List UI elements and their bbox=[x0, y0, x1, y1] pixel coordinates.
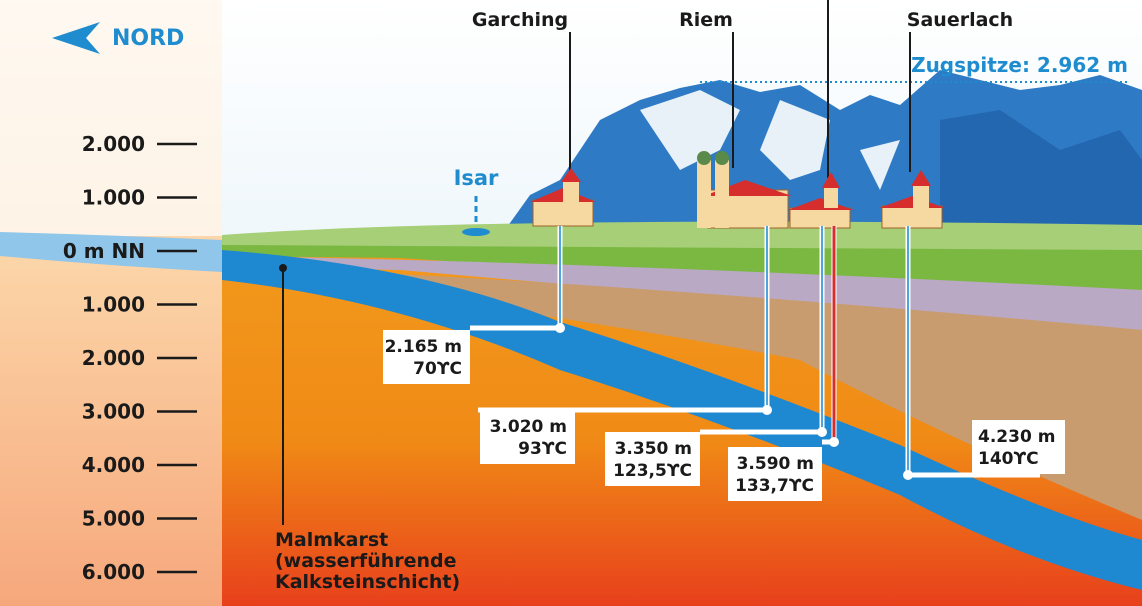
well-temperature: 123,5ϒC bbox=[613, 461, 692, 481]
shape bbox=[222, 250, 1142, 590]
layer-annotation: Malmkarst (wasserführende Kalksteinschic… bbox=[275, 264, 460, 593]
left-panel: NORD bbox=[0, 0, 222, 606]
layer-label: (wasserführende bbox=[275, 550, 457, 572]
town-label: Garching bbox=[472, 9, 568, 31]
scale-label: 1.000 bbox=[82, 293, 145, 317]
zugspitze-label: Zugspitze: 2.962 m bbox=[911, 53, 1128, 77]
scale-label: 4.000 bbox=[82, 453, 145, 477]
depth-scale: 2.000 1.000 0 m NN 1.000 2.000 3.000 4.000 5.00… bbox=[63, 132, 197, 584]
well-depth: 3.350 m bbox=[615, 439, 692, 459]
well-label-box bbox=[383, 330, 470, 384]
well-label-box bbox=[605, 432, 700, 486]
river: Isar bbox=[454, 166, 499, 236]
well-depth: 4.230 m bbox=[978, 427, 1055, 447]
town-labels: Garching Riem Sauerlach bbox=[472, 9, 1013, 31]
shape bbox=[715, 160, 729, 228]
shape bbox=[822, 172, 840, 188]
well-label-box bbox=[480, 410, 575, 464]
mountains bbox=[505, 70, 1142, 232]
compass-arrow bbox=[52, 22, 100, 54]
shape bbox=[697, 160, 711, 228]
shape bbox=[911, 170, 931, 186]
shape bbox=[555, 323, 913, 480]
shape bbox=[559, 226, 909, 475]
shape bbox=[279, 264, 287, 272]
town-label: Riem bbox=[679, 9, 733, 31]
shape bbox=[913, 184, 929, 208]
well-label-box bbox=[972, 420, 1065, 474]
well-label-box bbox=[728, 447, 822, 501]
shape bbox=[817, 427, 827, 437]
well-temperature: 93ϒC bbox=[518, 439, 567, 459]
scale-label: 1.000 bbox=[82, 186, 145, 210]
shape bbox=[222, 266, 1142, 520]
shape bbox=[561, 168, 581, 182]
layer-label: Kalksteinschicht) bbox=[275, 571, 460, 593]
buildings bbox=[530, 151, 945, 229]
well-depth: 3.020 m bbox=[490, 417, 567, 437]
shape bbox=[903, 470, 913, 480]
shape bbox=[222, 245, 1142, 290]
scale-label: 5.000 bbox=[82, 507, 145, 531]
shape bbox=[532, 199, 594, 227]
shape bbox=[881, 205, 943, 229]
well-temperature: 70ϒC bbox=[413, 359, 462, 379]
shape bbox=[697, 151, 711, 165]
scale-label: 2.000 bbox=[82, 346, 145, 370]
shape bbox=[555, 323, 565, 333]
leader-lines bbox=[569, 0, 911, 178]
shape bbox=[789, 207, 851, 229]
compass-label: NORD bbox=[112, 26, 184, 51]
shape bbox=[0, 232, 222, 272]
shape bbox=[715, 151, 729, 165]
shape bbox=[762, 405, 772, 415]
river-label: Isar bbox=[454, 166, 499, 190]
shape bbox=[940, 110, 1142, 232]
well-temperature: 140ϒC bbox=[978, 449, 1039, 469]
scale-label: 3.000 bbox=[82, 400, 145, 424]
shape bbox=[824, 186, 838, 208]
shape bbox=[640, 90, 900, 190]
well-temperature: 133,7ϒC bbox=[735, 476, 814, 496]
scale-label: 0 m NN bbox=[63, 239, 145, 263]
town-label: Sauerlach bbox=[907, 9, 1013, 31]
well-depth: 2.165 m bbox=[385, 337, 462, 357]
zugspitze-marker: Zugspitze: 2.962 m bbox=[700, 53, 1130, 83]
shape bbox=[462, 228, 490, 236]
layer-label: Malmkarst bbox=[275, 529, 388, 551]
strata bbox=[222, 221, 1142, 590]
well-depth: 3.590 m bbox=[737, 454, 814, 474]
shape bbox=[563, 180, 579, 204]
scale-label: 2.000 bbox=[82, 132, 145, 156]
scale-label: 6.000 bbox=[82, 560, 145, 584]
shape bbox=[829, 437, 839, 447]
